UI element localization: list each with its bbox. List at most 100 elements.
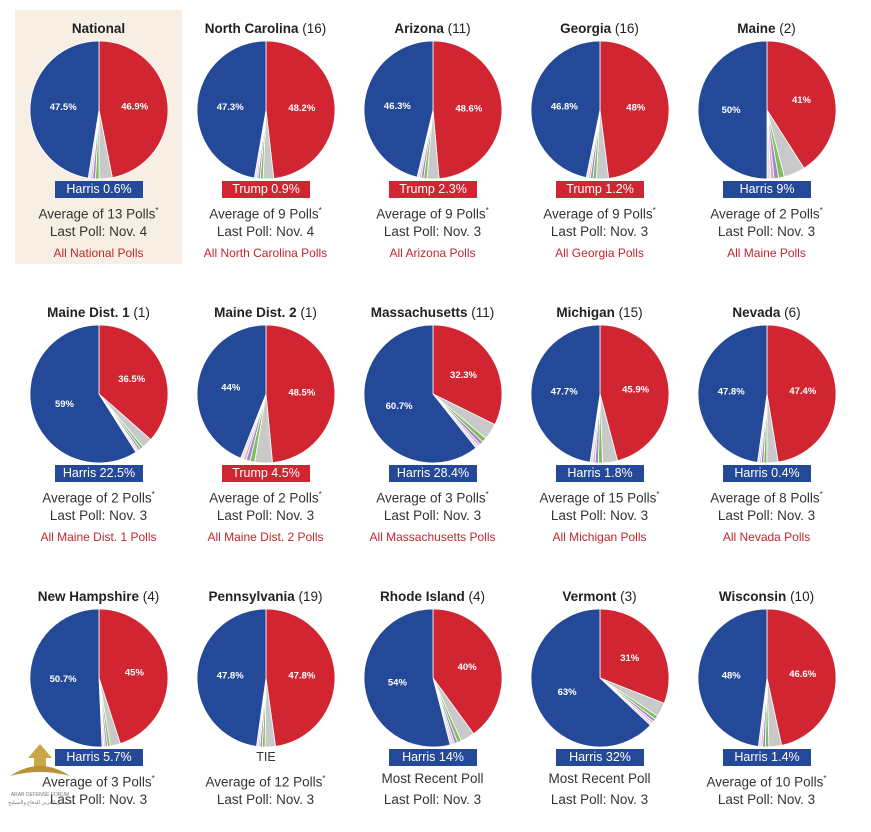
all-polls-link[interactable]: All Nevada Polls (722, 530, 811, 544)
lead-badge: Harris 14% (389, 749, 477, 766)
trump-slice (98, 608, 169, 745)
last-poll-date: Last Poll: Nov. 3 (383, 792, 482, 807)
asterisk-note: * (151, 490, 155, 499)
poll-card-massachusetts: Massachusetts (11) 32.3% 60.7% Harris 28.4%… (349, 294, 516, 548)
pie-chart: 32.3% 60.7% (363, 324, 503, 464)
trump-slice (599, 40, 670, 179)
harris-slice (29, 40, 100, 179)
card-title: Arizona (11) (349, 20, 516, 38)
asterisk-note: * (151, 774, 155, 783)
card-title: Maine Dist. 1 (1) (15, 304, 182, 322)
all-polls-link[interactable]: All Maine Dist. 2 Polls (207, 530, 324, 544)
state-name: Georgia (560, 21, 612, 36)
polls-count: Average of 3 Polls* (349, 486, 516, 508)
trump-slice (432, 324, 503, 426)
pie-chart: 45% 50.7% (29, 608, 169, 748)
all-polls-link[interactable]: All National Polls (53, 246, 144, 260)
all-polls-link[interactable]: All Arizona Polls (389, 246, 476, 260)
poll-card-wisconsin: Wisconsin (10) 46.6% 48% Harris 1.4% Average… (683, 578, 850, 832)
polls-count-text: Average of 3 Polls (376, 490, 486, 506)
electoral-votes: (1) (300, 305, 317, 320)
all-polls-link[interactable]: All Michigan Polls (552, 530, 647, 544)
card-title: Georgia (16) (516, 20, 683, 38)
card-title: New Hampshire (4) (15, 588, 182, 606)
state-name: Massachusetts (370, 305, 468, 320)
state-name: Wisconsin (718, 589, 787, 604)
harris-label: 59% (55, 399, 75, 410)
poll-card-maine-dist-2: Maine Dist. 2 (1) 48.5% 44% Trump 4.5% Avera… (182, 294, 349, 548)
harris-label: 50% (722, 105, 742, 116)
pie-chart: 46.6% 48% (697, 608, 837, 748)
pie-chart: 41% 50% (697, 40, 837, 180)
asterisk-note: * (819, 490, 823, 499)
electoral-votes: (19) (298, 589, 323, 604)
lead-badge: Harris 5.7% (55, 749, 143, 766)
electoral-votes: (16) (302, 21, 327, 36)
polls-count: Average of 9 Polls* (349, 202, 516, 224)
poll-card-maine-dist-1: Maine Dist. 1 (1) 36.5% 59% Harris 22.5% Ave… (15, 294, 182, 548)
lead-badge: Harris 0.4% (723, 465, 811, 482)
all-polls-link[interactable]: All Maine Dist. 1 Polls (40, 530, 157, 544)
lead-badge: Trump 2.3% (389, 181, 477, 198)
electoral-votes: (15) (618, 305, 643, 320)
harris-label: 50.7% (50, 674, 77, 685)
polls-count: Most Recent Poll (349, 770, 516, 788)
state-name: Maine Dist. 2 (214, 305, 297, 320)
poll-card-pennsylvania: Pennsylvania (19) 47.8% 47.8% TIE Average of… (182, 578, 349, 832)
harris-slice (697, 324, 768, 463)
harris-slice (530, 40, 601, 179)
lead-badge: Trump 1.2% (556, 181, 644, 198)
pie-chart: 48.5% 44% (196, 324, 336, 464)
watermark-sublabel: المنتدى العربي للدفاع والتسليح (8, 800, 72, 806)
trump-label: 36.5% (118, 374, 145, 385)
polls-count: Average of 3 Polls* (15, 770, 182, 792)
polls-count: Average of 13 Polls* (15, 202, 182, 224)
trump-slice (432, 40, 503, 180)
last-poll-date: Last Poll: Nov. 4 (49, 224, 148, 239)
all-polls-link[interactable]: All North Carolina Polls (203, 246, 328, 260)
polls-count-text: Most Recent Poll (381, 771, 484, 786)
electoral-votes: (10) (790, 589, 815, 604)
asterisk-note: * (656, 490, 660, 499)
all-polls-link[interactable]: All Maine Polls (727, 246, 806, 260)
lead-badge: Harris 1.8% (556, 465, 644, 482)
trump-slice (432, 608, 503, 735)
electoral-votes: (6) (784, 305, 801, 320)
asterisk-note: * (155, 206, 159, 215)
last-poll-date: Last Poll: Nov. 3 (550, 224, 649, 239)
trump-label: 45% (125, 667, 145, 678)
last-poll-date: Last Poll: Nov. 3 (383, 508, 482, 523)
forum-watermark-logo: ARAB DEFENSE FORUM المنتدى العربي للدفاع… (8, 744, 72, 806)
state-name: North Carolina (204, 21, 299, 36)
polls-count: Average of 8 Polls* (683, 486, 850, 508)
polls-count-text: Average of 2 Polls (42, 490, 152, 506)
polls-count-text: Average of 12 Polls (205, 774, 323, 790)
harris-slice (697, 608, 768, 747)
last-poll-date: Last Poll: Nov. 3 (717, 224, 816, 239)
trump-label: 32.3% (450, 370, 477, 381)
trump-label: 41% (792, 95, 812, 106)
card-title: Nevada (6) (683, 304, 850, 322)
state-name: Vermont (562, 589, 617, 604)
harris-slice (196, 324, 267, 459)
polls-count: Average of 10 Polls* (683, 770, 850, 792)
harris-slice (530, 608, 651, 748)
polls-count-text: Average of 15 Polls (539, 490, 657, 506)
last-poll-date: Last Poll: Nov. 4 (216, 224, 315, 239)
lead-badge: Harris 1.4% (723, 749, 811, 766)
state-name: New Hampshire (37, 589, 140, 604)
polls-count: Average of 15 Polls* (516, 486, 683, 508)
pie-chart: 40% 54% (363, 608, 503, 748)
state-name: National (71, 21, 126, 36)
pie-chart: 36.5% 59% (29, 324, 169, 464)
lead-badge: Trump 0.9% (222, 181, 310, 198)
electoral-votes: (16) (614, 21, 639, 36)
polls-count-text: Average of 13 Polls (38, 206, 156, 222)
lead-badge: TIE (256, 750, 276, 764)
all-polls-link[interactable]: All Georgia Polls (555, 246, 644, 260)
all-polls-link[interactable]: All Massachusetts Polls (369, 530, 496, 544)
poll-card-maine: Maine (2) 41% 50% Harris 9% Average of 2 Pol… (683, 10, 850, 264)
last-poll-date: Last Poll: Nov. 3 (717, 792, 816, 807)
card-title: Massachusetts (11) (349, 304, 516, 322)
card-title: Maine (2) (683, 20, 850, 38)
